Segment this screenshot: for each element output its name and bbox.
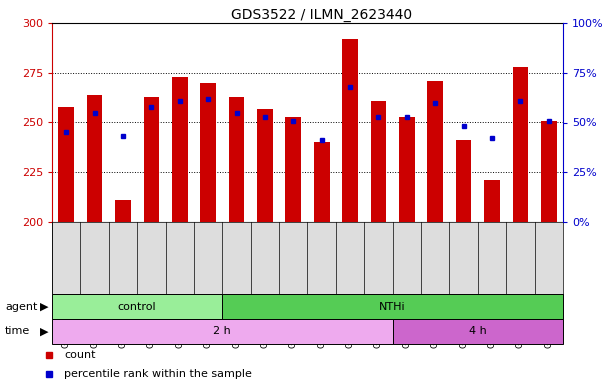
Bar	[513, 67, 529, 222]
Bar	[144, 97, 159, 222]
Bar	[314, 142, 329, 222]
Text: time: time	[5, 326, 31, 336]
Bar	[342, 39, 358, 222]
Bar	[229, 97, 244, 222]
Bar	[52, 319, 393, 344]
Bar	[541, 121, 557, 222]
Text: NTHi: NTHi	[379, 301, 406, 311]
Text: control: control	[118, 301, 156, 311]
Bar	[399, 116, 415, 222]
Text: count: count	[64, 350, 96, 360]
Text: 4 h: 4 h	[469, 326, 487, 336]
Text: agent: agent	[5, 301, 37, 311]
Bar	[393, 319, 563, 344]
Bar	[52, 294, 222, 319]
Bar	[285, 116, 301, 222]
Bar	[59, 107, 74, 222]
Bar	[371, 101, 386, 222]
Bar	[257, 109, 273, 222]
Bar	[200, 83, 216, 222]
Bar	[87, 94, 103, 222]
Bar	[456, 141, 472, 222]
Bar	[428, 81, 443, 222]
Text: ▶: ▶	[40, 326, 48, 336]
Bar	[115, 200, 131, 222]
Text: percentile rank within the sample: percentile rank within the sample	[64, 369, 252, 379]
Text: 2 h: 2 h	[213, 326, 231, 336]
Text: GDS3522 / ILMN_2623440: GDS3522 / ILMN_2623440	[231, 8, 412, 22]
Bar	[222, 294, 563, 319]
Text: ▶: ▶	[40, 301, 48, 311]
Bar	[485, 180, 500, 222]
Bar	[172, 77, 188, 222]
